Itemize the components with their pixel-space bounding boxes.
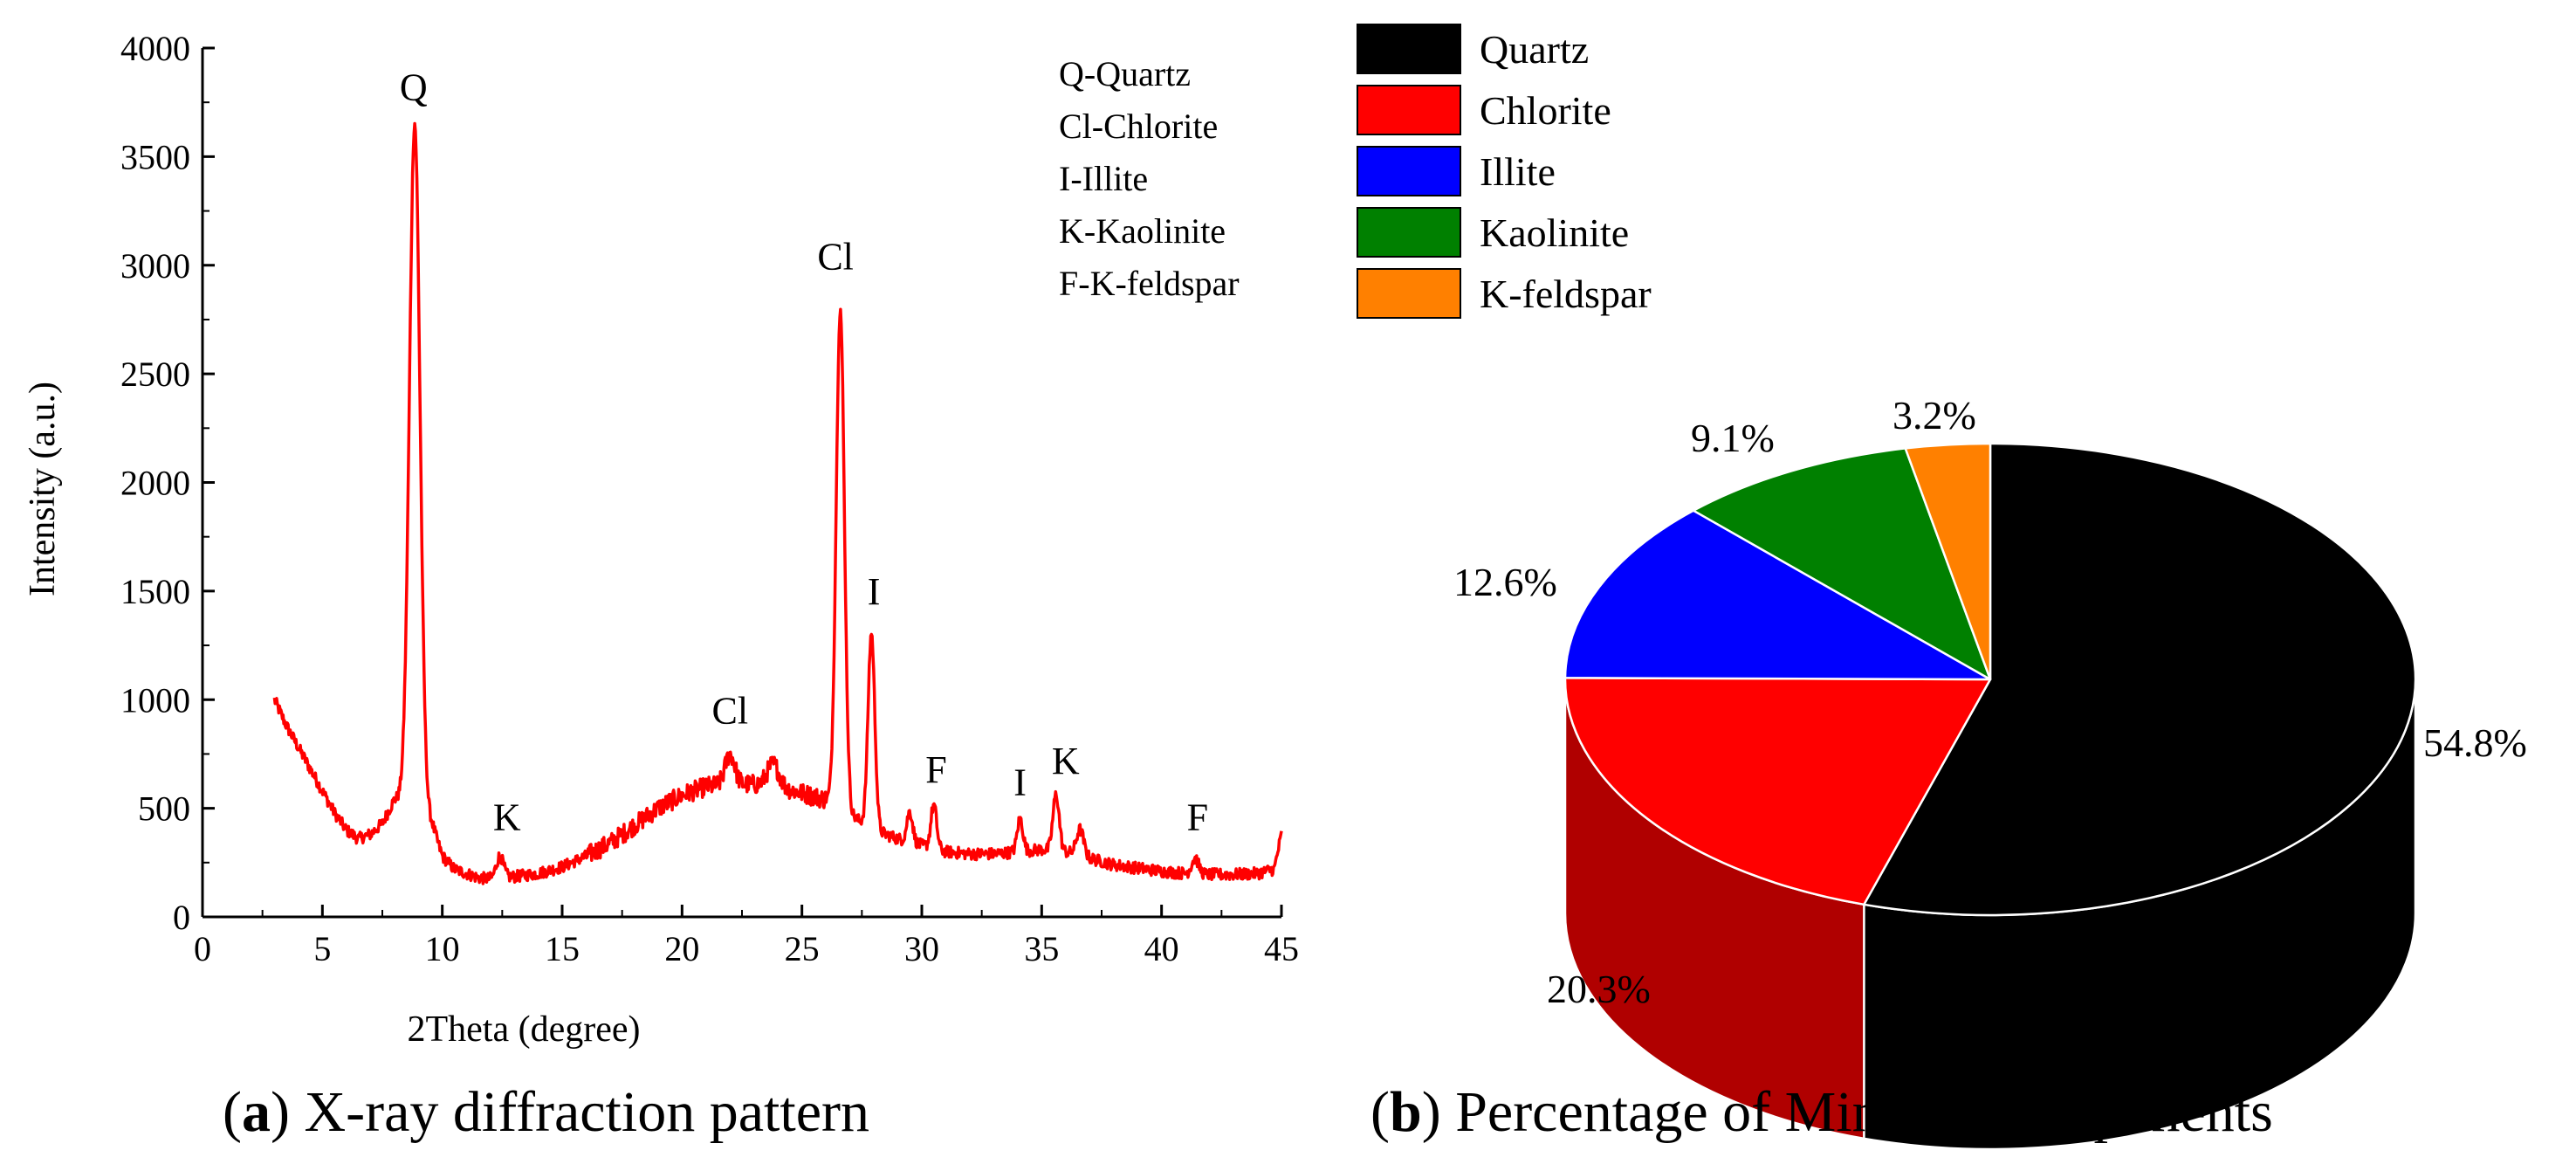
caption-b: (b) Percentage of Mineral Components [1370,1080,2273,1144]
caption-a: (a) X-ray diffraction pattern [223,1080,869,1144]
xrd-abbreviation-list: Q-Quartz Cl-Chlorite I-Illite K-Kaolinit… [1059,54,1240,303]
legend-swatch-kfeldspar [1357,268,1461,319]
xrd-peak-label: K [493,796,521,839]
xrd-y-tick-label: 1500 [120,572,190,611]
pie-label-quartz: 54.8% [2423,720,2527,765]
legend-label-quartz: Quartz [1480,27,1589,72]
xrd-x-tick-label: 30 [904,929,939,968]
legend-label-kfeldspar: K-feldspar [1480,272,1652,316]
xrd-peak-label: Cl [817,236,854,279]
pie-slice-quartz [1863,442,2417,917]
xrd-x-axis-title: 2Theta (degree) [408,1009,641,1050]
caption-b-title: Percentage of Mineral Components [1455,1080,2273,1144]
legend-label-chlorite: Chlorite [1480,88,1611,133]
xrd-x-tick-label: 35 [1024,929,1059,968]
xrd-x-tick-label: 25 [785,929,820,968]
xrd-peak-label: F [925,748,946,791]
legend-label-illite: Illite [1480,149,1556,194]
xrd-y-tick-label: 2500 [120,355,190,394]
xrd-x-tick-label: 0 [194,929,211,968]
xrd-peak-label: I [1013,761,1027,804]
xrd-x-tick-label: 45 [1264,929,1299,968]
xrd-y-tick-label: 4000 [120,29,190,68]
xrd-peak-label: Cl [711,690,748,733]
caption-a-letter: a [242,1080,271,1144]
legend-swatch-kaolinite [1357,207,1461,258]
abbr-illite: I-Illite [1059,159,1148,198]
xrd-y-tick-label: 3000 [120,246,190,286]
xrd-x-tick-label: 10 [425,929,460,968]
abbr-kaolinite: K-Kaolinite [1059,211,1226,251]
pie-slice-illite [1563,509,1992,681]
xrd-y-tick-label: 3500 [120,137,190,176]
xrd-y-axis-title: Intensity (a.u.) [23,382,63,596]
abbr-chlorite: Cl-Chlorite [1059,107,1218,146]
legend-swatch-chlorite [1357,85,1461,135]
xrd-x-tick-label: 20 [664,929,699,968]
xrd-y-tick-label: 500 [138,789,190,829]
caption-a-title: X-ray diffraction pattern [304,1080,869,1144]
pie-label-kaolinite: 9.1% [1691,416,1775,460]
xrd-peak-label: F [1187,796,1208,839]
legend-label-kaolinite: Kaolinite [1480,210,1629,255]
xrd-series-line [272,121,1283,885]
xrd-y-tick-label: 0 [173,898,190,937]
pie-slices [1563,442,2417,1151]
xrd-peak-label: Q [400,66,428,109]
xrd-x-tick-label: 15 [545,929,580,968]
pie-label-chlorite: 20.3% [1547,967,1651,1011]
xrd-x-tick-label: 40 [1144,929,1179,968]
caption-b-letter: b [1390,1080,1422,1144]
abbr-kfeldspar: F-K-feldspar [1059,264,1240,303]
xrd-ticks: 0 5 10 15 20 25 30 35 40 45 0 500 1000 1500 2000 2500 30… [120,29,1299,968]
pie-chart: Quartz Chlorite Illite Kaolinite K-felds… [1357,24,2527,1151]
pie-label-illite: 12.6% [1453,560,1557,604]
pie-label-kfeldspar: 3.2% [1893,393,1976,437]
pie-slice-chlorite [1563,677,1992,906]
xrd-peak-label: K [1052,740,1080,782]
legend-swatch-quartz [1357,24,1461,74]
pie-legend: Quartz Chlorite Illite Kaolinite K-felds… [1357,24,1652,319]
xrd-chart: 0 5 10 15 20 25 30 35 40 45 0 500 1000 1500 2000 2500 30… [23,29,1299,1144]
xrd-y-tick-label: 1000 [120,680,190,720]
xrd-x-tick-label: 5 [313,929,331,968]
pie-slice-kfeldspar [1904,442,1992,681]
xrd-peak-label: I [868,570,881,613]
legend-swatch-illite [1357,146,1461,196]
pie-slice-kaolinite [1692,447,1992,681]
abbr-quartz: Q-Quartz [1059,54,1191,93]
xrd-y-tick-label: 2000 [120,464,190,503]
